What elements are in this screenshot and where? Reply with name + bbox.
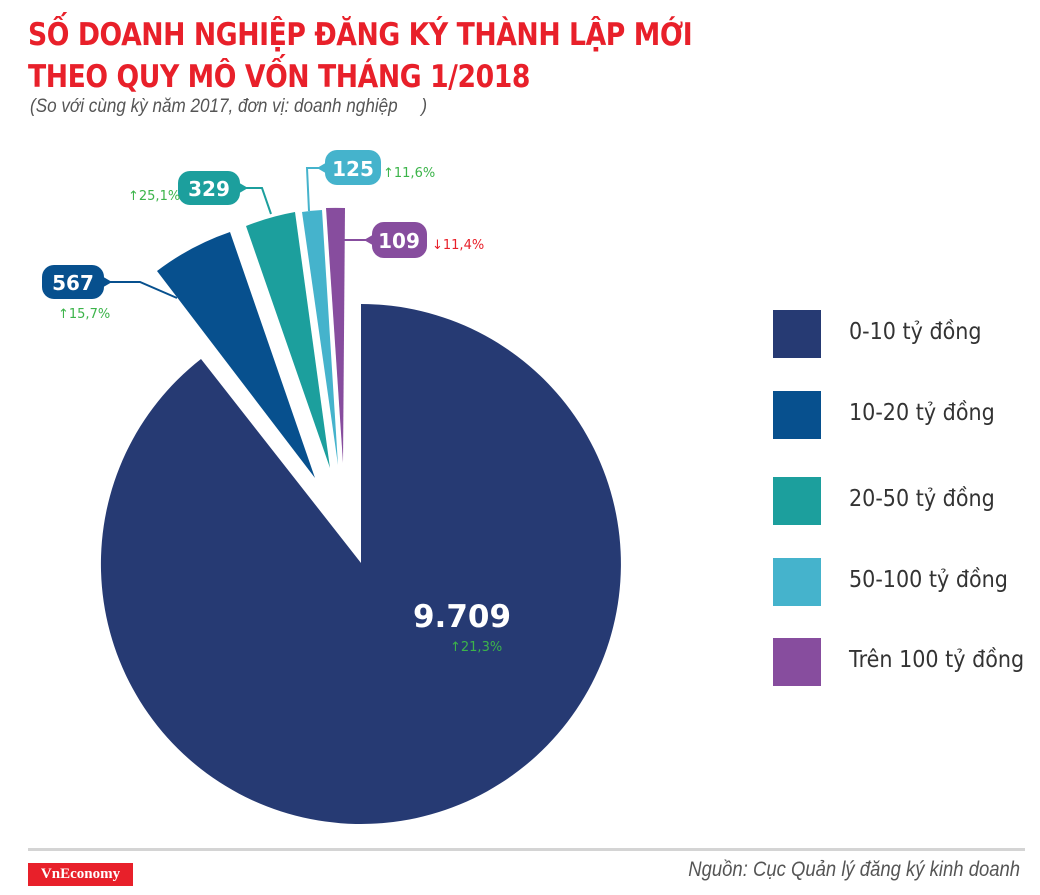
slice-20-50 [246,212,330,468]
title-line-1: SỐ DOANH NGHIỆP ĐĂNG KÝ THÀNH LẬP MỚI [28,17,693,53]
badge-10-20: 567 ↑15,7% [42,265,112,322]
badge-50-100: 125 ↑11,6% [317,150,435,185]
badge-20-50: 329 ↑25,1% [128,171,248,205]
legend-swatch [773,558,821,606]
change-over-100: ↓11,4% [432,238,484,253]
vneconomy-logo: VnEconomy [28,863,133,886]
legend-item-10-20: 10-20 tỷ đồng [773,391,1033,439]
chart-title: SỐ DOANH NGHIỆP ĐĂNG KÝ THÀNH LẬP MỚI TH… [28,14,693,98]
legend-label: 20-50 tỷ đồng [849,486,995,512]
value-20-50: 329 [188,177,230,201]
legend-item-0-10: 0-10 tỷ đồng [773,310,1033,358]
change-50-100: ↑11,6% [383,166,435,181]
slice-0-10 [100,304,621,825]
leader-50-100 [305,167,326,212]
badge-over-100: 109 ↓11,4% [364,222,484,258]
legend-item-over-100: Trên 100 tỷ đồng [773,638,1033,686]
value-10-20: 567 [52,271,94,295]
title-line-2: THEO QUY MÔ VỐN THÁNG 1/2018 [28,59,530,95]
legend-label: Trên 100 tỷ đồng [849,647,1025,673]
legend-item-50-100: 50-100 tỷ đồng [773,558,1033,606]
slice-50-100 [302,210,338,465]
chart-subtitle: (So với cùng kỳ năm 2017, đơn vị: doanh … [30,96,428,117]
value-0-10: 9.709 [413,599,511,635]
value-50-100: 125 [332,157,374,181]
legend-swatch [773,638,821,686]
legend-item-20-50: 20-50 tỷ đồng [773,477,1033,525]
legend-label: 10-20 tỷ đồng [849,400,995,426]
leader-10-20 [100,281,178,299]
slice-over-100 [326,207,345,463]
value-over-100: 109 [378,229,420,253]
legend-swatch [773,391,821,439]
legend-swatch [773,477,821,525]
leader-20-50 [238,187,272,215]
source-note: Nguồn: Cục Quản lý đăng ký kinh doanh [688,858,1020,881]
change-0-10: ↑21,3% [450,640,502,655]
change-10-20: ↑15,7% [58,307,110,322]
legend-label: 50-100 tỷ đồng [849,567,1008,593]
legend-label: 0-10 tỷ đồng [849,319,982,345]
slice-10-20 [157,232,315,478]
change-20-50: ↑25,1% [128,189,180,204]
legend-swatch [773,310,821,358]
footer-divider [28,848,1025,851]
